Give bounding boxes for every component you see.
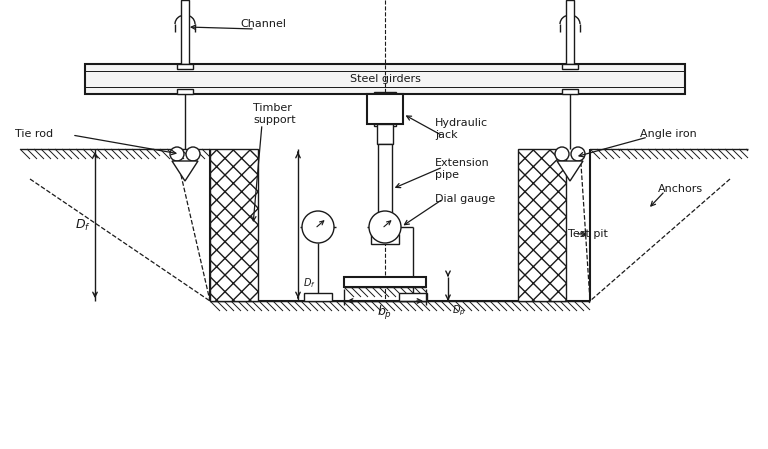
Circle shape [302, 211, 334, 243]
Text: $D_f$: $D_f$ [75, 217, 91, 233]
Circle shape [186, 147, 200, 161]
Bar [399, 293, 427, 301]
Bar [377, 124, 393, 144]
Text: Extension
pipe: Extension pipe [435, 158, 490, 180]
Circle shape [571, 147, 585, 161]
Text: Timber
support: Timber support [253, 103, 296, 125]
Text: Steel girders: Steel girders [349, 74, 420, 84]
Circle shape [369, 211, 401, 243]
Bar [562, 89, 578, 94]
Bar [518, 149, 566, 301]
Text: $D_f$: $D_f$ [303, 276, 316, 290]
Bar [566, 0, 574, 64]
Bar [304, 293, 332, 301]
Text: $b_p$: $b_p$ [377, 304, 392, 322]
Bar [378, 144, 392, 234]
Bar [371, 234, 399, 244]
Bar [210, 149, 258, 301]
Text: Channel: Channel [240, 19, 286, 29]
Text: Anchors: Anchors [658, 184, 703, 194]
Circle shape [555, 147, 569, 161]
Text: $D_p$: $D_p$ [452, 304, 465, 318]
Bar [344, 277, 426, 287]
Circle shape [170, 147, 184, 161]
Text: Dial gauge: Dial gauge [435, 194, 495, 204]
Text: Tie rod: Tie rod [15, 129, 53, 139]
Polygon shape [172, 161, 198, 181]
Bar [177, 89, 193, 94]
Text: Test pit: Test pit [568, 229, 608, 239]
Text: Hydraulic
jack: Hydraulic jack [435, 118, 488, 140]
Bar [374, 92, 396, 96]
Bar [177, 64, 193, 69]
Bar [562, 64, 578, 69]
Bar [181, 0, 189, 64]
Bar [367, 94, 403, 124]
Bar [374, 122, 396, 126]
Bar [85, 64, 685, 94]
Text: Angle iron: Angle iron [640, 129, 697, 139]
Polygon shape [557, 161, 583, 181]
